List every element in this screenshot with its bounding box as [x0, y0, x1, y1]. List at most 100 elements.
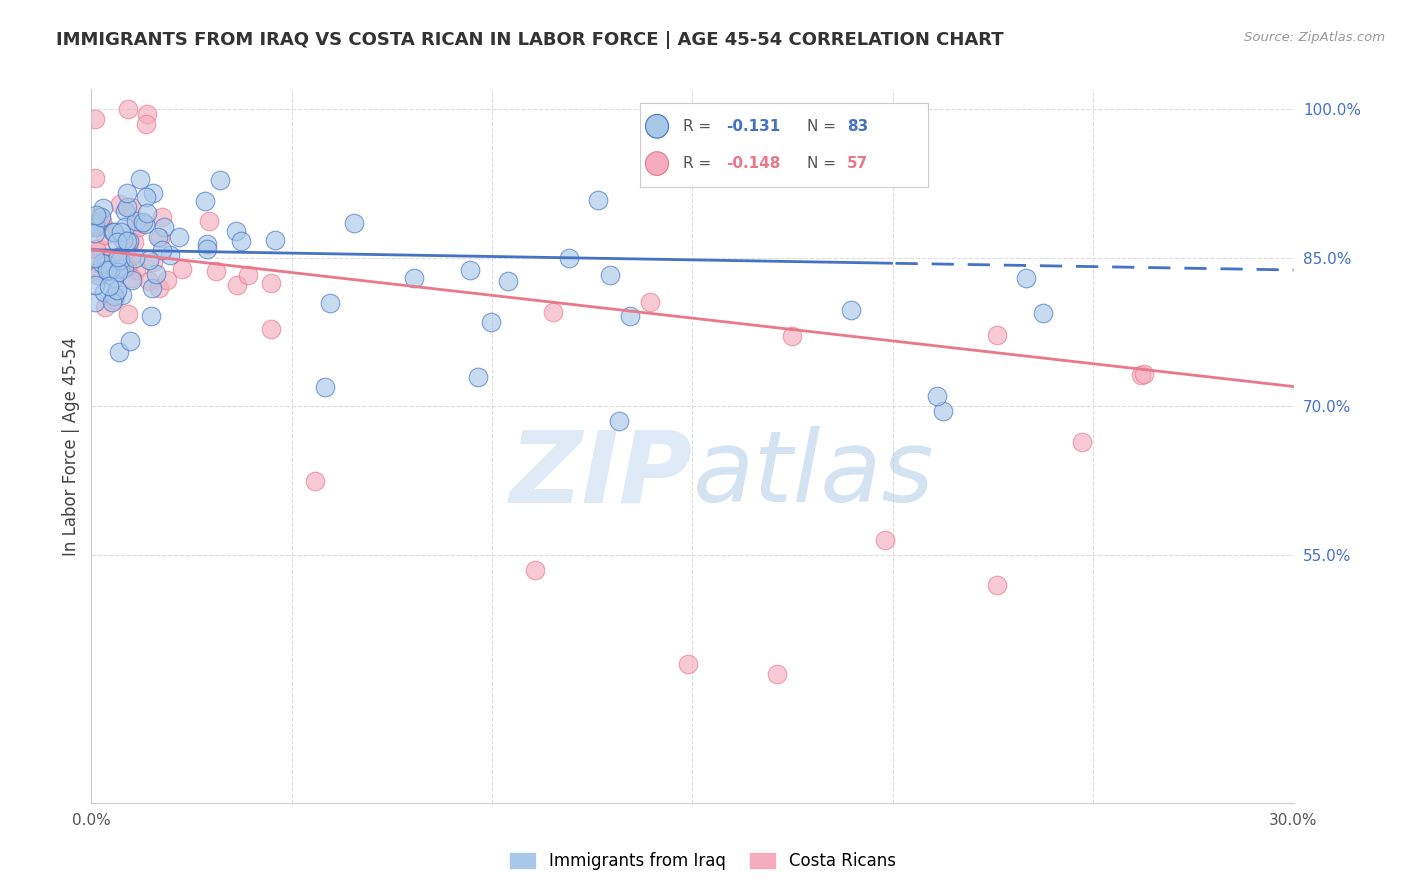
Text: atlas: atlas: [692, 426, 934, 523]
Point: [138, 274, 160, 288]
Point: [260, 321, 283, 335]
Text: -0.131: -0.131: [727, 119, 780, 134]
Point: [524, 563, 547, 577]
Point: [127, 219, 149, 234]
Point: [107, 264, 129, 278]
Text: N =: N =: [807, 156, 841, 171]
Point: [87, 210, 110, 224]
Point: [84, 112, 107, 126]
Point: [107, 250, 129, 264]
Point: [93, 259, 115, 273]
Point: [153, 220, 176, 235]
Point: [766, 667, 789, 681]
Point: [87, 268, 110, 282]
Point: [607, 414, 630, 428]
Point: [117, 239, 139, 253]
Point: [110, 197, 132, 211]
Point: [839, 303, 862, 318]
Point: [84, 208, 107, 222]
Point: [121, 273, 143, 287]
Point: [197, 214, 219, 228]
Text: Source: ZipAtlas.com: Source: ZipAtlas.com: [1244, 31, 1385, 45]
Point: [103, 293, 125, 307]
Text: -0.148: -0.148: [727, 156, 780, 171]
Point: [128, 171, 150, 186]
Point: [142, 186, 165, 200]
Point: [931, 404, 953, 418]
Point: [124, 251, 146, 265]
Point: [118, 334, 141, 348]
Point: [115, 200, 138, 214]
Point: [101, 294, 124, 309]
Point: [110, 225, 132, 239]
Point: [90, 211, 112, 225]
Point: [117, 234, 139, 248]
Text: R =: R =: [683, 156, 716, 171]
Point: [96, 263, 118, 277]
Point: [146, 229, 169, 244]
Point: [124, 213, 146, 227]
Ellipse shape: [645, 114, 669, 138]
Point: [94, 252, 117, 267]
Point: [132, 215, 155, 229]
Point: [145, 267, 167, 281]
Point: [122, 235, 145, 249]
Point: [115, 186, 138, 200]
Point: [264, 233, 287, 247]
Point: [103, 271, 125, 285]
Point: [112, 260, 135, 275]
Point: [314, 379, 336, 393]
Point: [238, 268, 260, 283]
Point: [98, 279, 121, 293]
Point: [120, 200, 142, 214]
Point: [1032, 306, 1054, 320]
Point: [1015, 270, 1038, 285]
Point: [84, 219, 107, 233]
Point: [98, 262, 121, 277]
Point: [558, 251, 581, 265]
Point: [167, 230, 190, 244]
Point: [194, 194, 217, 208]
Point: [195, 237, 218, 252]
Point: [467, 369, 489, 384]
Point: [97, 263, 120, 277]
Point: [84, 218, 107, 232]
Point: [404, 271, 426, 285]
Point: [780, 329, 803, 343]
Point: [925, 389, 948, 403]
Point: [139, 309, 162, 323]
Point: [148, 281, 170, 295]
Point: [619, 309, 641, 323]
Point: [343, 216, 366, 230]
Point: [91, 214, 114, 228]
Point: [114, 219, 136, 234]
Point: [479, 314, 502, 328]
Point: [84, 278, 107, 293]
Point: [141, 281, 163, 295]
Point: [159, 248, 181, 262]
Point: [541, 305, 564, 319]
Point: [873, 533, 896, 548]
Ellipse shape: [645, 152, 669, 176]
Point: [105, 283, 128, 297]
Point: [678, 657, 700, 671]
Point: [111, 233, 134, 247]
Point: [134, 218, 156, 232]
Legend: Immigrants from Iraq, Costa Ricans: Immigrants from Iraq, Costa Ricans: [503, 846, 903, 877]
Point: [135, 189, 157, 203]
Point: [640, 294, 662, 309]
Point: [108, 344, 131, 359]
Point: [117, 102, 139, 116]
Point: [170, 262, 193, 277]
Point: [155, 273, 177, 287]
Point: [115, 243, 138, 257]
Point: [105, 235, 128, 249]
Point: [138, 252, 160, 267]
Text: ZIP: ZIP: [509, 426, 692, 523]
Text: 83: 83: [848, 119, 869, 134]
Point: [304, 474, 326, 488]
Point: [117, 307, 139, 321]
Point: [135, 206, 157, 220]
Point: [110, 262, 132, 277]
Point: [229, 234, 252, 248]
